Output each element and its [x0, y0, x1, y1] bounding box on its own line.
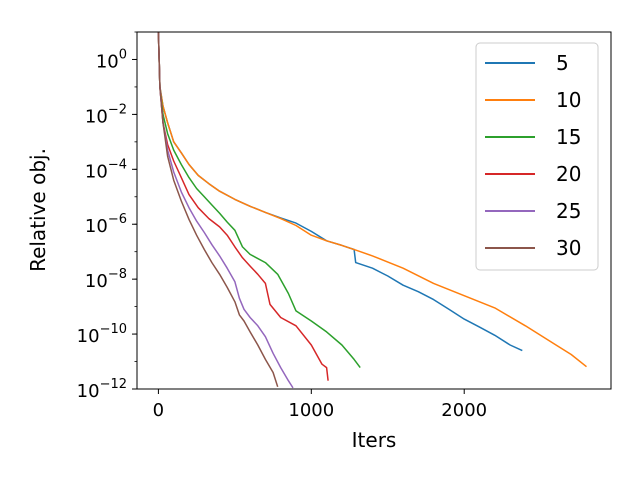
series-line-30 — [157, 32, 279, 388]
legend: 5 10 15 20 25 30 — [475, 42, 599, 271]
series-line-15 — [157, 32, 361, 369]
legend-label-15: 15 — [556, 125, 581, 149]
y-axis-ticks: 100 10−2 10−4 10−6 10−8 10−10 10−12 — [77, 31, 137, 402]
x-axis-ticks: 0 1000 2000 — [153, 389, 487, 421]
legend-label-30: 30 — [556, 236, 581, 260]
y-axis-title: Relative obj. — [26, 148, 50, 272]
y-tick-label: 10−10 — [77, 322, 127, 347]
plot-frame — [136, 31, 612, 390]
y-tick-label: 10−8 — [85, 267, 127, 292]
y-tick-label: 10−4 — [85, 157, 127, 182]
y-tick-label: 10−12 — [77, 377, 127, 402]
y-tick-label: 10−6 — [85, 212, 127, 237]
x-tick-label: 2000 — [441, 400, 487, 421]
y-tick-label: 100 — [96, 47, 127, 72]
legend-label-5: 5 — [556, 51, 569, 75]
x-tick-label: 0 — [153, 400, 164, 421]
series-line-5 — [157, 32, 523, 352]
legend-label-10: 10 — [556, 88, 581, 112]
x-axis-title: Iters — [352, 428, 397, 452]
series-line-20 — [157, 32, 329, 381]
x-tick-label: 1000 — [288, 400, 334, 421]
series-layer — [157, 32, 587, 389]
series-line-25 — [157, 32, 294, 389]
series-line-10 — [157, 32, 587, 368]
legend-label-20: 20 — [556, 162, 581, 186]
y-tick-label: 10−2 — [85, 102, 127, 127]
legend-label-25: 25 — [556, 199, 581, 223]
